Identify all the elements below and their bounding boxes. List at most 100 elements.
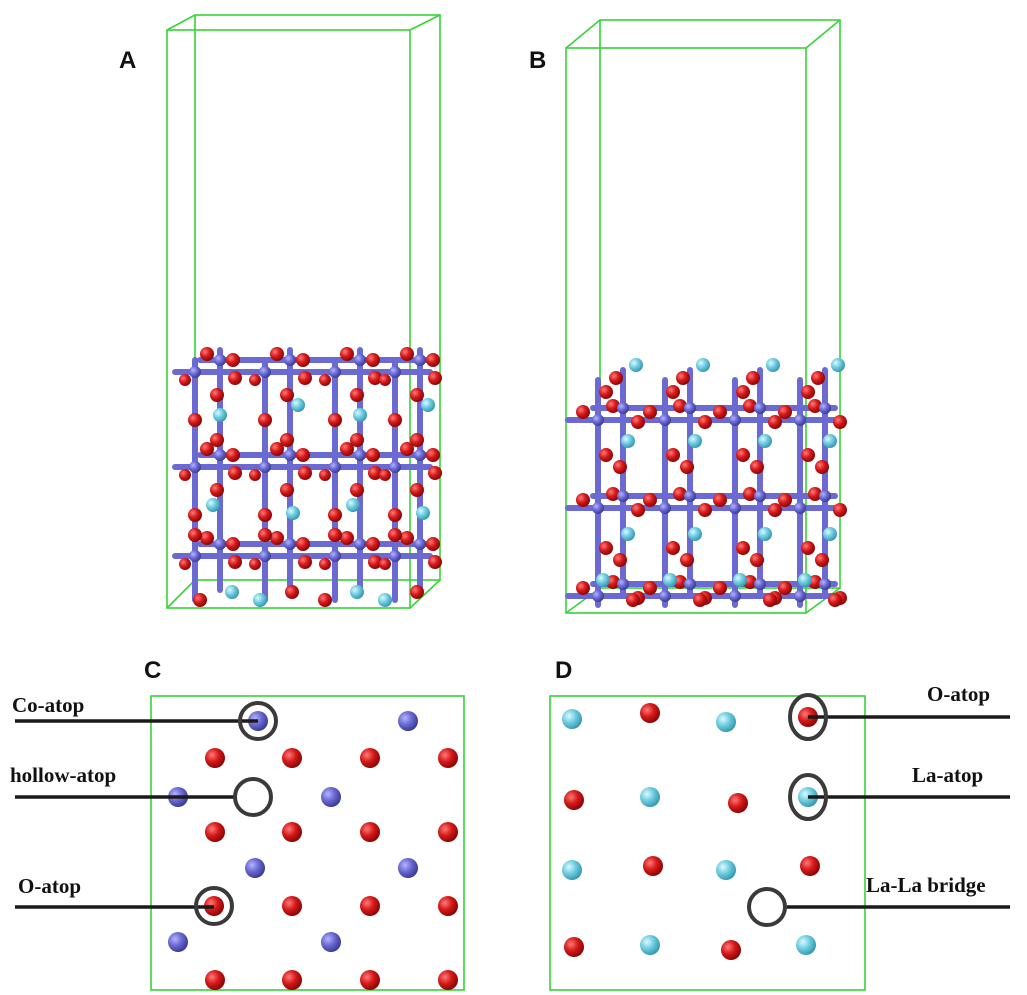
oxygen-atom	[319, 558, 331, 570]
lanthanum-atom	[823, 434, 837, 448]
panel-b: B	[529, 19, 847, 614]
lanthanum-atom	[416, 506, 430, 520]
cobalt-atom	[284, 354, 296, 366]
oxygen-atom	[808, 399, 822, 413]
panel-c-unit-cell	[150, 695, 465, 991]
oxygen-atom	[318, 593, 332, 607]
cobalt-atom	[794, 414, 806, 426]
cobalt-atom	[389, 550, 401, 562]
oxygen-atom	[666, 448, 680, 462]
lanthanum-atom	[766, 358, 780, 372]
cobalt-atom	[329, 550, 341, 562]
oxygen-atom	[698, 503, 712, 517]
site-o-atop-c: O-atop	[15, 874, 234, 926]
o-atop-label-d: O-atop	[927, 682, 990, 706]
cobalt-atom	[659, 590, 671, 602]
lanthanum-atom	[831, 358, 845, 372]
cobalt-atom	[684, 578, 696, 590]
oxygen-atom	[200, 347, 214, 361]
oxygen-atom	[280, 388, 294, 402]
oxygen-atom	[400, 531, 414, 545]
oxygen-atom	[564, 790, 584, 810]
panel-b-label: B	[529, 47, 546, 74]
oxygen-atom	[680, 460, 694, 474]
oxygen-atom	[410, 585, 424, 599]
lanthanum-atom	[621, 527, 635, 541]
oxygen-atom	[188, 528, 202, 542]
oxygen-atom	[426, 448, 440, 462]
site-hollow-atop: hollow-atop	[10, 763, 273, 817]
lanthanum-atom	[621, 434, 635, 448]
oxygen-atom	[713, 581, 727, 595]
oxygen-atom	[613, 460, 627, 474]
oxygen-atom	[676, 371, 690, 385]
panel-d: D O-atop La-atop La-La bridge	[549, 657, 1010, 991]
oxygen-atom	[801, 448, 815, 462]
panel-b-slab	[565, 358, 847, 608]
lanthanum-atom	[629, 358, 643, 372]
oxygen-atom	[249, 469, 261, 481]
cobalt-atom	[794, 590, 806, 602]
lanthanum-atom	[562, 860, 582, 880]
oxygen-atom	[298, 371, 312, 385]
oxygen-atom	[576, 581, 590, 595]
oxygen-atom	[743, 399, 757, 413]
oxygen-atom	[360, 970, 380, 990]
oxygen-atom	[270, 442, 284, 456]
cobalt-atom	[398, 858, 418, 878]
cobalt-atom	[189, 366, 201, 378]
cobalt-atom	[354, 354, 366, 366]
oxygen-atom	[296, 353, 310, 367]
oxygen-atom	[768, 415, 782, 429]
panel-a-label: A	[119, 47, 136, 74]
oxygen-atom	[360, 822, 380, 842]
oxygen-atom	[296, 537, 310, 551]
oxygen-atom	[640, 703, 660, 723]
lanthanum-atom	[353, 408, 367, 422]
oxygen-atom	[282, 896, 302, 916]
oxygen-atom	[280, 483, 294, 497]
cobalt-atom	[189, 461, 201, 473]
cobalt-atom	[245, 858, 265, 878]
oxygen-atom	[366, 448, 380, 462]
oxygen-atom	[666, 385, 680, 399]
oxygen-atom	[833, 415, 847, 429]
oxygen-atom	[713, 405, 727, 419]
oxygen-atom	[368, 371, 382, 385]
oxygen-atom	[282, 970, 302, 990]
la-la-bridge-label: La-La bridge	[866, 873, 986, 897]
cobalt-atom	[617, 490, 629, 502]
lanthanum-atom	[291, 398, 305, 412]
cobalt-atom	[354, 449, 366, 461]
oxygen-atom	[200, 531, 214, 545]
oxygen-atom	[388, 413, 402, 427]
cobalt-atom	[659, 502, 671, 514]
oxygen-atom	[428, 466, 442, 480]
cobalt-atom	[819, 578, 831, 590]
cobalt-atom	[354, 538, 366, 550]
oxygen-atom	[801, 385, 815, 399]
oxygen-atom	[576, 405, 590, 419]
oxygen-atom	[599, 385, 613, 399]
oxygen-atom	[410, 483, 424, 497]
site-la-atop: La-atop	[788, 763, 1010, 821]
oxygen-atom	[613, 553, 627, 567]
cobalt-atom	[754, 490, 766, 502]
oxygen-atom	[296, 448, 310, 462]
oxygen-atom	[280, 433, 294, 447]
lanthanum-atom	[350, 585, 364, 599]
oxygen-atom	[626, 593, 640, 607]
oxygen-atom	[205, 970, 225, 990]
lanthanum-atom	[688, 527, 702, 541]
cobalt-atom	[794, 502, 806, 514]
oxygen-atom	[410, 388, 424, 402]
oxygen-atom	[728, 793, 748, 813]
lanthanum-atom	[663, 573, 677, 587]
oxygen-atom	[205, 822, 225, 842]
oxygen-atom	[833, 503, 847, 517]
lanthanum-atom	[758, 527, 772, 541]
o-atop-site-marker-d	[788, 693, 828, 741]
oxygen-atom	[228, 466, 242, 480]
cobalt-atom	[684, 402, 696, 414]
oxygen-atom	[282, 748, 302, 768]
